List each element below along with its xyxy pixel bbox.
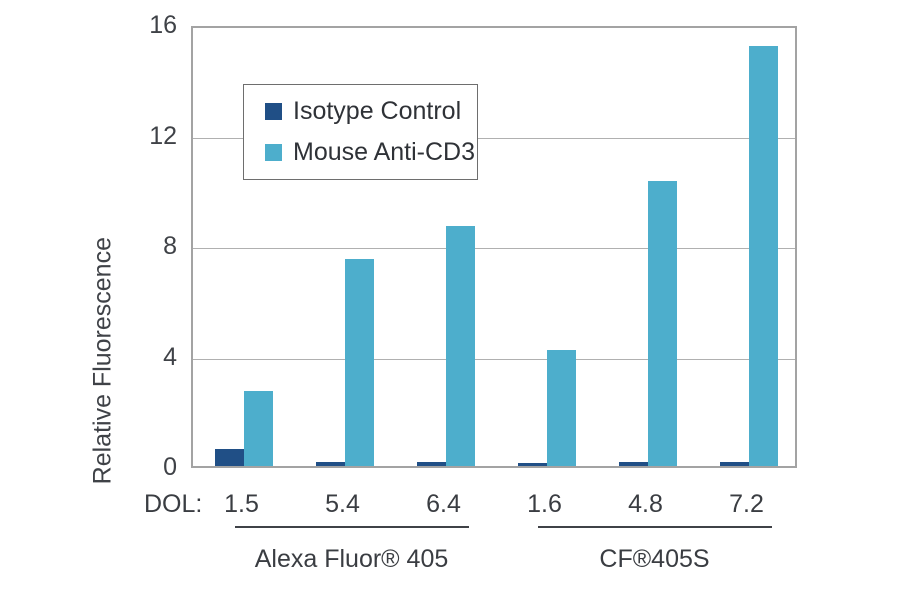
gridline-12 [193, 137, 795, 139]
legend-swatch-icon [265, 144, 282, 161]
bar-isotype-control-6.4 [416, 461, 446, 466]
legend-item-isotype-control: Isotype Control [265, 97, 477, 126]
y-tick-label-12: 12 [149, 121, 177, 150]
bar-isotype-control-1.5 [214, 449, 244, 466]
x-tick-label-4.8: 4.8 [628, 490, 663, 518]
plot-area [191, 26, 797, 468]
y-axis-title-text: Relative Fluorescence [88, 237, 116, 485]
bar-mouse-anti-cd3-6.4 [445, 225, 475, 466]
bar-mouse-anti-cd3-4.8 [647, 181, 677, 466]
x-tick-label-1.5: 1.5 [224, 490, 259, 518]
gridline-4 [193, 358, 795, 360]
x-tick-label-1.6: 1.6 [527, 490, 562, 518]
x-tick-label-5.4: 5.4 [325, 490, 360, 518]
bar-isotype-control-4.8 [618, 461, 648, 466]
y-tick-label-16: 16 [149, 11, 177, 39]
bar-isotype-control-7.2 [719, 461, 749, 466]
legend-label: Mouse Anti-CD3 [293, 138, 476, 166]
group-underline-cf-405s [537, 526, 772, 528]
bar-mouse-anti-cd3-1.5 [243, 391, 273, 466]
bar-isotype-control-1.6 [517, 463, 547, 466]
group-underline-alexa-fluor-405 [234, 526, 469, 528]
bar-isotype-control-5.4 [315, 461, 345, 466]
y-tick-label-8: 8 [163, 232, 177, 260]
gridline-8 [193, 248, 795, 249]
bar-mouse-anti-cd3-1.6 [546, 349, 576, 466]
x-axis-prefix-label: DOL: [144, 490, 203, 518]
legend-label: Isotype Control [293, 97, 462, 125]
x-tick-label-7.2: 7.2 [729, 490, 764, 518]
legend-box: Isotype Control Mouse Anti-CD3 [243, 84, 478, 180]
bar-mouse-anti-cd3-5.4 [344, 258, 374, 466]
group-label-alexa-fluor-405: Alexa Fluor® 405 [254, 545, 449, 573]
legend-swatch-icon [265, 103, 282, 120]
legend-item-mouse-anti-cd3: Mouse Anti-CD3 [265, 138, 477, 167]
x-tick-label-6.4: 6.4 [426, 490, 461, 518]
bar-mouse-anti-cd3-7.2 [748, 46, 778, 466]
y-tick-label-0: 0 [163, 453, 177, 481]
group-label-cf-405s: CF®405S [599, 545, 710, 573]
y-tick-label-4: 4 [163, 342, 177, 371]
